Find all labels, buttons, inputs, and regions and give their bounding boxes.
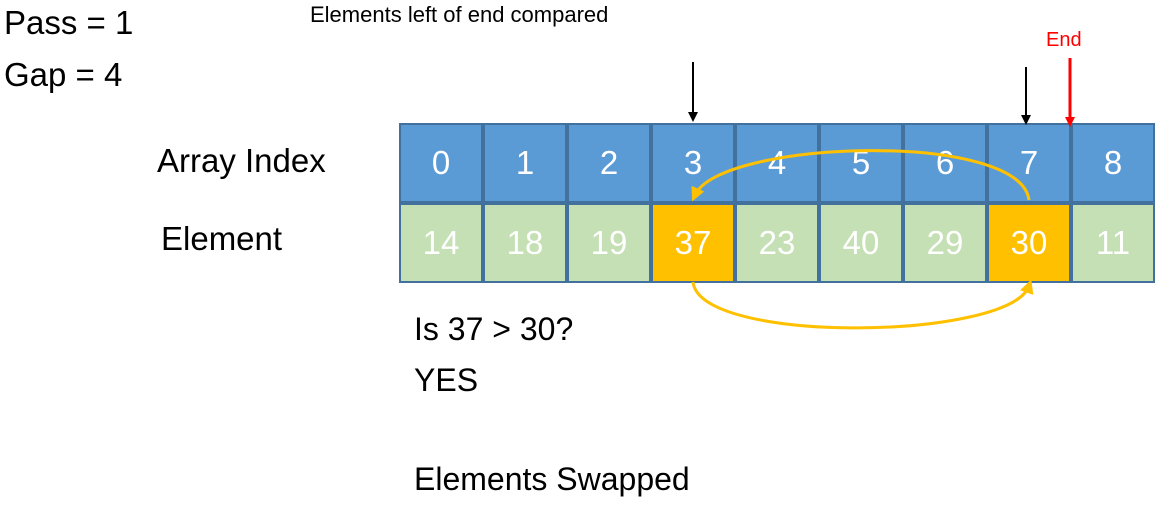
pass-counter: Pass = 1 bbox=[4, 4, 134, 41]
element-cell-8: 11 bbox=[1071, 203, 1155, 283]
element-cell-2: 19 bbox=[567, 203, 651, 283]
comparison-answer: YES bbox=[414, 362, 479, 398]
comparison-caption: Elements left of end compared bbox=[310, 2, 609, 27]
element-cell-4: 23 bbox=[735, 203, 819, 283]
gap-size: Gap = 4 bbox=[4, 56, 123, 93]
element-cell-5: 40 bbox=[819, 203, 903, 283]
index-cell-2: 2 bbox=[567, 123, 651, 203]
element-cell-compared-3: 37 bbox=[651, 203, 735, 283]
element-row-label: Element bbox=[161, 220, 283, 257]
index-cell-8: 8 bbox=[1071, 123, 1155, 203]
array-grid: 0 14 1 18 2 19 3 37 4 23 5 40 6 29 7 30 8 11 bbox=[399, 123, 1155, 283]
array-index-row-label: Array Index bbox=[157, 142, 326, 179]
element-cell-1: 18 bbox=[483, 203, 567, 283]
index-cell-3: 3 bbox=[651, 123, 735, 203]
swap-arrow-lower bbox=[691, 279, 1034, 330]
index-cell-5: 5 bbox=[819, 123, 903, 203]
index-cell-4: 4 bbox=[735, 123, 819, 203]
index-cell-7: 7 bbox=[987, 123, 1071, 203]
index-cell-0: 0 bbox=[399, 123, 483, 203]
swap-result: Elements Swapped bbox=[414, 461, 690, 497]
comparison-question: Is 37 > 30? bbox=[414, 311, 574, 347]
end-marker-label: End bbox=[1046, 29, 1082, 51]
index-cell-6: 6 bbox=[903, 123, 987, 203]
element-cell-6: 29 bbox=[903, 203, 987, 283]
element-cell-compared-7: 30 bbox=[987, 203, 1071, 283]
index-cell-1: 1 bbox=[483, 123, 567, 203]
element-cell-0: 14 bbox=[399, 203, 483, 283]
